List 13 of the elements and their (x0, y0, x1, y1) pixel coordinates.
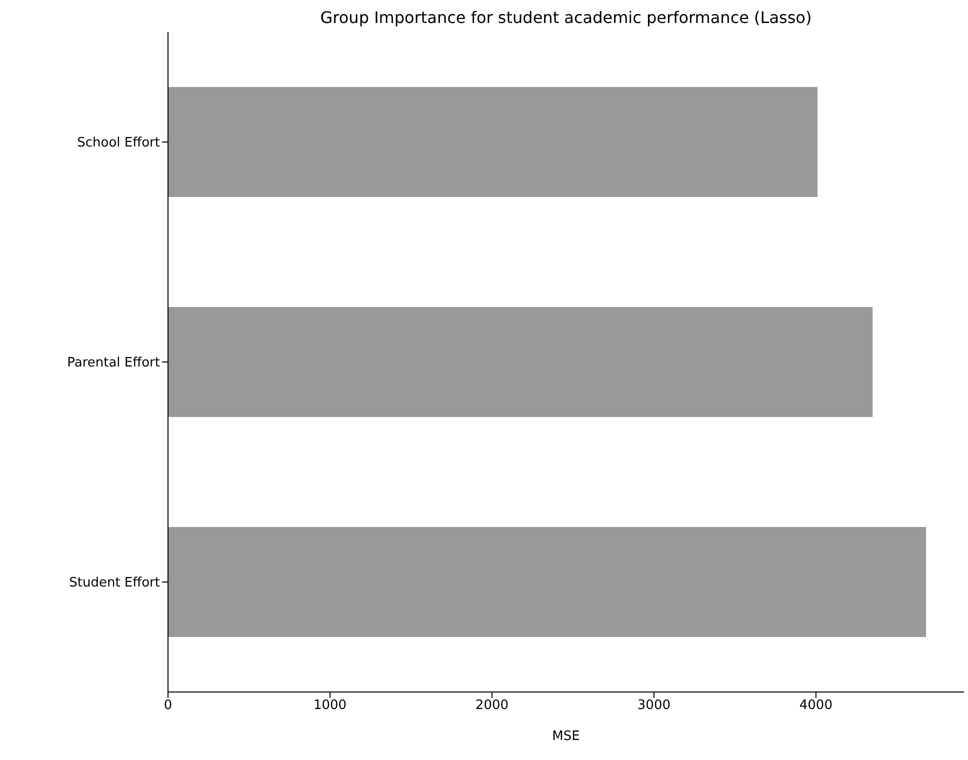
y-tick-label: School Effort (77, 136, 160, 151)
x-tick-label: 1000 (313, 698, 347, 714)
y-tick-label: Student Effort (69, 576, 160, 591)
bar (168, 87, 818, 197)
x-axis-title: MSE (552, 729, 580, 744)
x-tick-label: 4000 (799, 698, 832, 714)
bar (168, 307, 873, 417)
x-tick-label: 3000 (637, 698, 671, 714)
y-tick-label: Parental Effort (67, 356, 160, 371)
x-tick-label: 0 (164, 698, 172, 714)
x-tick-label: 2000 (475, 698, 509, 714)
bar (168, 527, 926, 637)
chart-title: Group Importance for student academic performance (Lasso) (319, 8, 813, 27)
